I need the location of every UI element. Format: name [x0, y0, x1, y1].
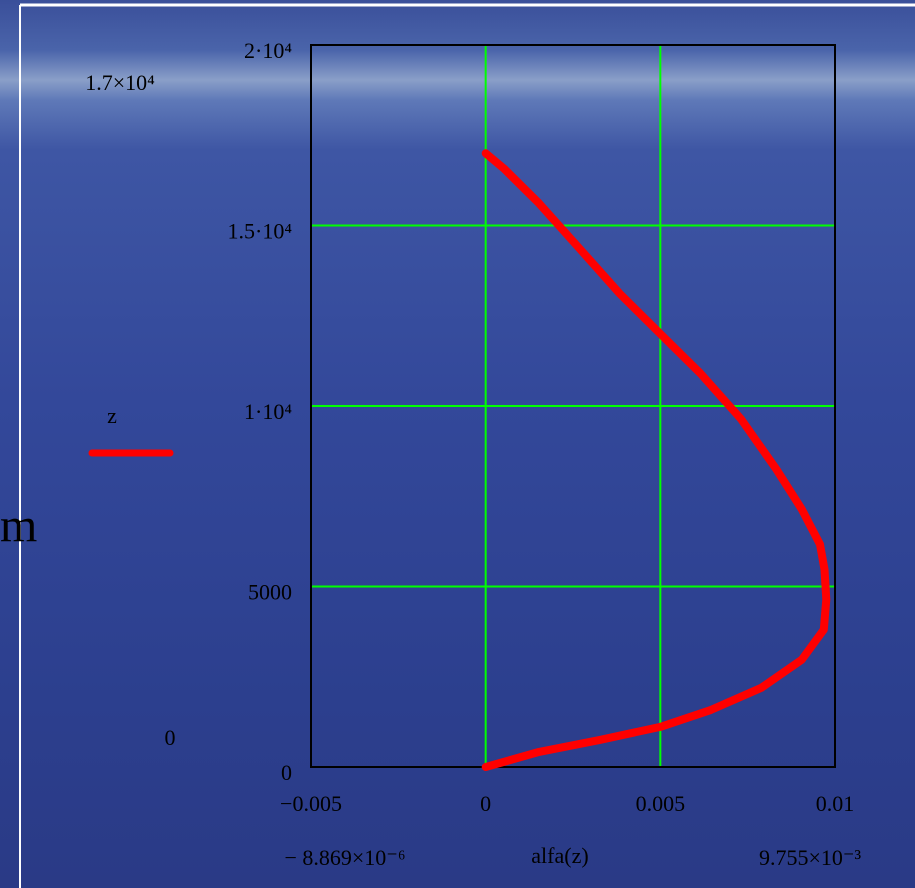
side-text: m — [0, 499, 37, 552]
y-tick-label: 0 — [281, 760, 292, 785]
y-max-label: 1.7×10⁴ — [85, 70, 155, 95]
x-max-label: 9.755×10⁻³ — [759, 845, 862, 870]
legend-label: z — [107, 403, 117, 428]
y-tick-label: 1·10⁴ — [244, 399, 292, 424]
data-line — [486, 153, 827, 767]
y-tick-label: 1.5·10⁴ — [228, 219, 293, 244]
x-tick-label: −0.005 — [280, 791, 342, 816]
x-tick-label: 0.005 — [636, 791, 686, 816]
y-tick-label: 5000 — [248, 580, 292, 605]
x-tick-label: 0 — [480, 791, 491, 816]
x-tick-label: 0.01 — [816, 791, 855, 816]
screen: m 1.7×10⁴ 0 − 8.869×10⁻⁶ 9.755×10⁻³ alfa… — [0, 0, 915, 888]
y-tick-label: 2·10⁴ — [244, 38, 292, 63]
y-min-label: 0 — [165, 725, 176, 750]
chart: m 1.7×10⁴ 0 − 8.869×10⁻⁶ 9.755×10⁻³ alfa… — [0, 0, 915, 888]
x-min-label: − 8.869×10⁻⁶ — [284, 845, 405, 870]
x-axis-label: alfa(z) — [531, 843, 588, 868]
